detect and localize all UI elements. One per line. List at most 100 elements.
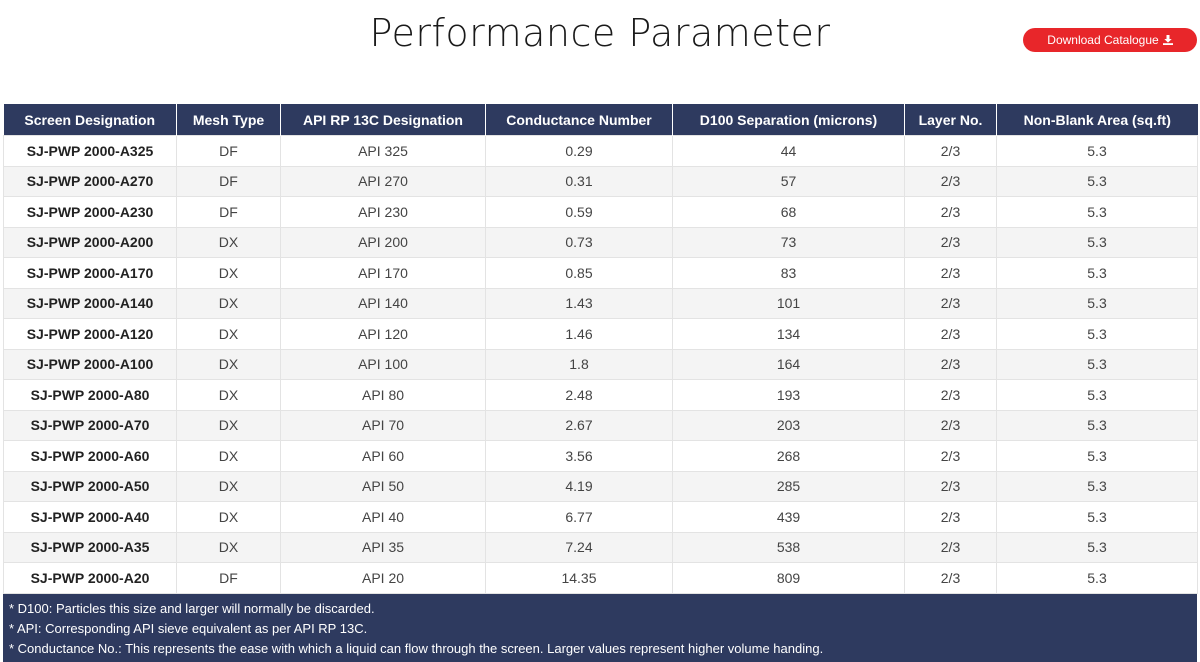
page-title: Performance Parameter	[369, 11, 831, 55]
cell-d100-separation: 83	[672, 257, 905, 289]
cell-screen-designation: SJ-PWP 2000-A20	[3, 562, 177, 594]
cell-non-blank-area: 5.3	[996, 287, 1198, 319]
table-row: SJ-PWP 2000-A70 DX API 70 2.67 203 2/3 5.3	[3, 409, 1198, 441]
cell-conductance-number: 6.77	[485, 501, 673, 533]
cell-mesh-type: DX	[176, 318, 281, 350]
cell-non-blank-area: 5.3	[996, 257, 1198, 289]
cell-non-blank-area: 5.3	[996, 409, 1198, 441]
cell-conductance-number: 1.43	[485, 287, 673, 319]
footnote-conductance: * Conductance No.: This represents the e…	[9, 641, 824, 656]
table-row: SJ-PWP 2000-A100 DX API 100 1.8 164 2/3 5.3	[3, 348, 1198, 380]
cell-api-designation: API 100	[280, 348, 486, 380]
cell-d100-separation: 285	[672, 470, 905, 502]
cell-screen-designation: SJ-PWP 2000-A50	[3, 470, 177, 502]
cell-non-blank-area: 5.3	[996, 501, 1198, 533]
cell-mesh-type: DX	[176, 287, 281, 319]
cell-non-blank-area: 5.3	[996, 318, 1198, 350]
cell-conductance-number: 0.59	[485, 196, 673, 228]
cell-d100-separation: 44	[672, 135, 905, 167]
cell-api-designation: API 70	[280, 409, 486, 441]
cell-mesh-type: DX	[176, 531, 281, 563]
cell-screen-designation: SJ-PWP 2000-A120	[3, 318, 177, 350]
cell-mesh-type: DF	[176, 562, 281, 594]
table-row: SJ-PWP 2000-A120 DX API 120 1.46 134 2/3 5.3	[3, 318, 1198, 350]
cell-non-blank-area: 5.3	[996, 531, 1198, 563]
cell-non-blank-area: 5.3	[996, 135, 1198, 167]
cell-non-blank-area: 5.3	[996, 562, 1198, 594]
cell-conductance-number: 0.31	[485, 165, 673, 197]
cell-layer-no: 2/3	[904, 409, 997, 441]
cell-screen-designation: SJ-PWP 2000-A200	[3, 226, 177, 258]
cell-api-designation: API 170	[280, 257, 486, 289]
cell-layer-no: 2/3	[904, 135, 997, 167]
cell-mesh-type: DF	[176, 165, 281, 197]
footnote-d100: * D100: Particles this size and larger w…	[9, 601, 375, 616]
cell-layer-no: 2/3	[904, 196, 997, 228]
cell-conductance-number: 1.8	[485, 348, 673, 380]
cell-screen-designation: SJ-PWP 2000-A325	[3, 135, 177, 167]
table-row: SJ-PWP 2000-A270 DF API 270 0.31 57 2/3 5.3	[3, 165, 1198, 197]
cell-screen-designation: SJ-PWP 2000-A100	[3, 348, 177, 380]
cell-api-designation: API 80	[280, 379, 486, 411]
cell-api-designation: API 140	[280, 287, 486, 319]
cell-screen-designation: SJ-PWP 2000-A70	[3, 409, 177, 441]
cell-mesh-type: DX	[176, 409, 281, 441]
cell-mesh-type: DX	[176, 379, 281, 411]
cell-screen-designation: SJ-PWP 2000-A270	[3, 165, 177, 197]
table-header-row: Screen Designation Mesh Type API RP 13C …	[3, 104, 1198, 136]
cell-layer-no: 2/3	[904, 226, 997, 258]
cell-layer-no: 2/3	[904, 165, 997, 197]
cell-non-blank-area: 5.3	[996, 379, 1198, 411]
cell-api-designation: API 120	[280, 318, 486, 350]
cell-mesh-type: DX	[176, 470, 281, 502]
cell-api-designation: API 50	[280, 470, 486, 502]
cell-layer-no: 2/3	[904, 379, 997, 411]
cell-layer-no: 2/3	[904, 531, 997, 563]
cell-layer-no: 2/3	[904, 287, 997, 319]
table-row: SJ-PWP 2000-A60 DX API 60 3.56 268 2/3 5.3	[3, 440, 1198, 472]
performance-table: Screen Designation Mesh Type API RP 13C …	[3, 104, 1198, 594]
table-row: SJ-PWP 2000-A80 DX API 80 2.48 193 2/3 5.3	[3, 379, 1198, 411]
cell-conductance-number: 2.67	[485, 409, 673, 441]
cell-layer-no: 2/3	[904, 257, 997, 289]
cell-conductance-number: 1.46	[485, 318, 673, 350]
cell-d100-separation: 57	[672, 165, 905, 197]
cell-mesh-type: DX	[176, 226, 281, 258]
cell-screen-designation: SJ-PWP 2000-A60	[3, 440, 177, 472]
cell-d100-separation: 134	[672, 318, 905, 350]
table-row: SJ-PWP 2000-A20 DF API 20 14.35 809 2/3 5.3	[3, 562, 1198, 594]
table-body: SJ-PWP 2000-A325 DF API 325 0.29 44 2/3 5.3 SJ-…	[3, 135, 1198, 594]
cell-mesh-type: DF	[176, 196, 281, 228]
cell-layer-no: 2/3	[904, 501, 997, 533]
cell-conductance-number: 3.56	[485, 440, 673, 472]
table-row: SJ-PWP 2000-A140 DX API 140 1.43 101 2/3 5.3	[3, 287, 1198, 319]
cell-screen-designation: SJ-PWP 2000-A80	[3, 379, 177, 411]
cell-conductance-number: 0.73	[485, 226, 673, 258]
cell-conductance-number: 4.19	[485, 470, 673, 502]
cell-api-designation: API 325	[280, 135, 486, 167]
table-row: SJ-PWP 2000-A325 DF API 325 0.29 44 2/3 5.3	[3, 135, 1198, 167]
cell-mesh-type: DX	[176, 440, 281, 472]
table-row: SJ-PWP 2000-A200 DX API 200 0.73 73 2/3 5.3	[3, 226, 1198, 258]
cell-api-designation: API 60	[280, 440, 486, 472]
cell-screen-designation: SJ-PWP 2000-A170	[3, 257, 177, 289]
cell-api-designation: API 270	[280, 165, 486, 197]
download-catalogue-label: Download Catalogue	[1047, 33, 1159, 47]
table-row: SJ-PWP 2000-A50 DX API 50 4.19 285 2/3 5.3	[3, 470, 1198, 502]
download-icon	[1162, 35, 1173, 45]
column-header-mesh-type: Mesh Type	[176, 104, 281, 136]
cell-non-blank-area: 5.3	[996, 226, 1198, 258]
column-header-screen-designation: Screen Designation	[3, 104, 177, 136]
cell-non-blank-area: 5.3	[996, 165, 1198, 197]
download-catalogue-button[interactable]: Download Catalogue	[1023, 28, 1197, 52]
cell-conductance-number: 2.48	[485, 379, 673, 411]
column-header-layer-no: Layer No.	[904, 104, 997, 136]
cell-d100-separation: 268	[672, 440, 905, 472]
cell-d100-separation: 439	[672, 501, 905, 533]
cell-api-designation: API 40	[280, 501, 486, 533]
cell-screen-designation: SJ-PWP 2000-A140	[3, 287, 177, 319]
cell-non-blank-area: 5.3	[996, 196, 1198, 228]
cell-d100-separation: 809	[672, 562, 905, 594]
cell-api-designation: API 35	[280, 531, 486, 563]
